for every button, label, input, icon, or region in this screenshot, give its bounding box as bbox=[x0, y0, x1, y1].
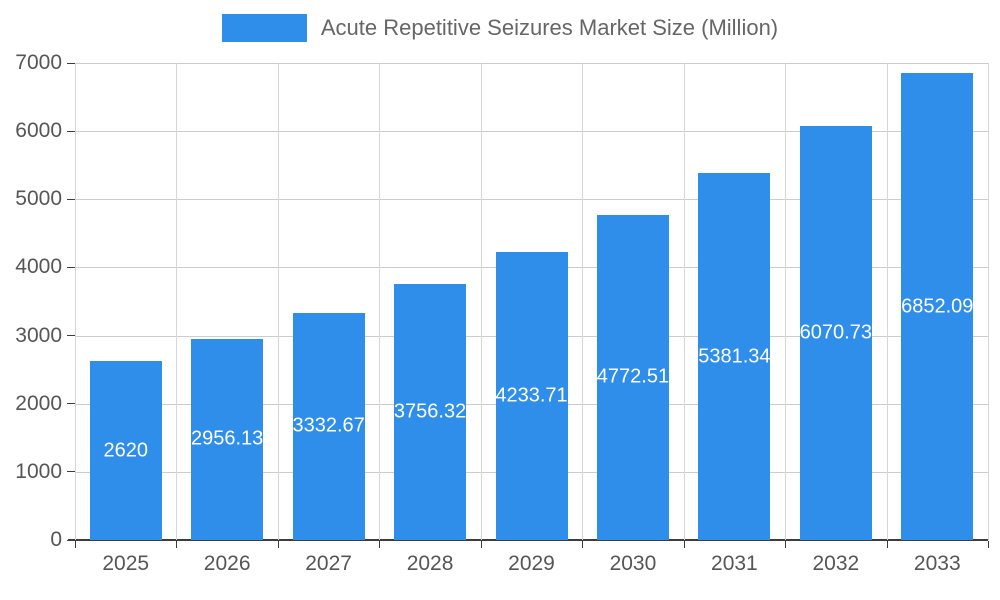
bar-2028: 3756.32 bbox=[394, 284, 466, 540]
x-axis-line bbox=[68, 539, 988, 541]
y-tick-mark bbox=[67, 266, 75, 268]
bar-value-label: 5381.34 bbox=[698, 345, 771, 368]
x-tick-mark bbox=[75, 541, 76, 548]
gridline-vertical bbox=[683, 63, 685, 540]
y-tick-label: 3000 bbox=[15, 323, 62, 347]
x-tick-mark bbox=[379, 541, 381, 548]
x-tick-label: 2026 bbox=[203, 552, 251, 575]
plot-area: 2620 2956.13 3332.67 3756.32 4233.71 4772.51 5… bbox=[67, 62, 989, 548]
x-tick-mark bbox=[582, 541, 584, 548]
y-tick-label: 4000 bbox=[15, 255, 62, 279]
chart-title: Acute Repetitive Seizures Market Size (M… bbox=[320, 15, 779, 40]
gridline-vertical bbox=[886, 63, 888, 540]
bar-2027: 3332.67 bbox=[292, 312, 365, 540]
bar-2033: 6852.09 bbox=[901, 73, 973, 540]
gridline-horizontal bbox=[75, 199, 988, 201]
bar-2025: 2620 bbox=[89, 361, 162, 540]
bar-2029: 4233.71 bbox=[495, 251, 568, 540]
x-tick-label: 2027 bbox=[305, 552, 352, 575]
x-tick-label: 2029 bbox=[508, 552, 555, 575]
bar-value-label: 3756.32 bbox=[393, 400, 467, 423]
y-tick-mark bbox=[67, 130, 75, 132]
x-tick-label: 2028 bbox=[406, 552, 454, 575]
x-tick-mark bbox=[480, 541, 482, 548]
y-tick-mark bbox=[67, 198, 75, 200]
y-tick-label: 5000 bbox=[15, 187, 62, 211]
x-tick-mark bbox=[176, 541, 178, 548]
y-tick-mark bbox=[67, 539, 75, 541]
bar-value-label: 2956.13 bbox=[191, 427, 264, 450]
x-tick-label: 2033 bbox=[913, 552, 961, 575]
gridline-horizontal bbox=[75, 63, 988, 64]
y-axis-labels: 0 1000 2000 3000 4000 5000 6000 7000 bbox=[0, 51, 62, 551]
x-tick-mark bbox=[277, 541, 279, 548]
gridline-vertical bbox=[480, 63, 482, 540]
bar-value-label: 6070.73 bbox=[799, 321, 872, 344]
gridline-vertical bbox=[785, 63, 787, 540]
y-tick-label: 0 bbox=[50, 528, 62, 551]
legend-swatch bbox=[221, 14, 307, 42]
x-tick-mark bbox=[886, 541, 888, 548]
y-tick-label: 6000 bbox=[15, 119, 62, 143]
x-tick-mark bbox=[683, 541, 685, 548]
gridline-vertical bbox=[582, 63, 584, 540]
x-tick-label: 2032 bbox=[812, 552, 860, 575]
y-tick-mark bbox=[67, 403, 75, 405]
gridline-vertical bbox=[277, 63, 279, 540]
x-axis-labels: 2025 2026 2027 2028 2029 2030 2031 2032 2033 bbox=[75, 552, 988, 586]
y-tick-label: 1000 bbox=[15, 459, 62, 483]
chart-legend: Acute Repetitive Seizures Market Size (M… bbox=[0, 14, 1000, 42]
bar-value-label: 4772.51 bbox=[596, 365, 670, 388]
bar-2026: 2956.13 bbox=[191, 338, 264, 540]
x-tick-label: 2025 bbox=[102, 552, 150, 575]
bar-2031: 5381.34 bbox=[698, 173, 771, 540]
x-tick-mark bbox=[785, 541, 787, 548]
x-tick-label: 2030 bbox=[609, 552, 657, 575]
gridline-vertical bbox=[176, 63, 178, 540]
bar-value-label: 6852.09 bbox=[901, 295, 974, 318]
x-tick-label: 2031 bbox=[711, 552, 758, 575]
gridline-vertical bbox=[75, 63, 76, 540]
y-tick-label: 7000 bbox=[15, 51, 62, 74]
gridline-vertical bbox=[379, 63, 381, 540]
y-tick-label: 2000 bbox=[15, 391, 62, 415]
x-tick-mark bbox=[988, 541, 989, 548]
y-tick-mark bbox=[67, 335, 75, 337]
bar-value-label: 2620 bbox=[103, 439, 148, 462]
y-tick-mark bbox=[67, 471, 75, 473]
bar-2032: 6070.73 bbox=[800, 126, 872, 540]
bar-2030: 4772.51 bbox=[596, 214, 670, 540]
y-tick-mark bbox=[67, 62, 75, 64]
gridline-horizontal bbox=[75, 131, 988, 133]
bar-value-label: 3332.67 bbox=[292, 414, 365, 437]
bar-value-label: 4233.71 bbox=[495, 384, 568, 407]
gridline-vertical bbox=[988, 63, 989, 540]
